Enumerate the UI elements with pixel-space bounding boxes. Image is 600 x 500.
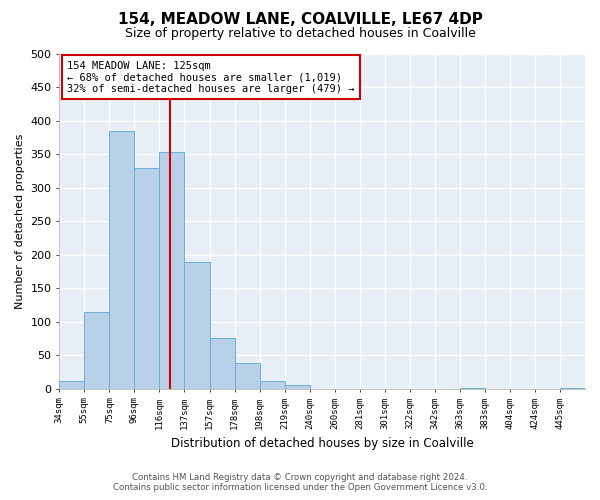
Bar xyxy=(184,262,209,389)
Bar xyxy=(85,312,109,389)
X-axis label: Distribution of detached houses by size in Coalville: Distribution of detached houses by size … xyxy=(171,437,473,450)
Text: 154, MEADOW LANE, COALVILLE, LE67 4DP: 154, MEADOW LANE, COALVILLE, LE67 4DP xyxy=(118,12,482,28)
Text: Contains HM Land Registry data © Crown copyright and database right 2024.
Contai: Contains HM Land Registry data © Crown c… xyxy=(113,473,487,492)
Bar xyxy=(560,388,585,389)
Bar xyxy=(160,152,184,389)
Bar xyxy=(134,168,160,389)
Y-axis label: Number of detached properties: Number of detached properties xyxy=(15,134,25,309)
Bar xyxy=(284,386,310,389)
Bar xyxy=(460,388,485,389)
Text: 154 MEADOW LANE: 125sqm
← 68% of detached houses are smaller (1,019)
32% of semi: 154 MEADOW LANE: 125sqm ← 68% of detache… xyxy=(67,60,355,94)
Text: Size of property relative to detached houses in Coalville: Size of property relative to detached ho… xyxy=(125,28,475,40)
Bar xyxy=(109,131,134,389)
Bar xyxy=(59,380,85,389)
Bar xyxy=(235,364,260,389)
Bar xyxy=(260,380,284,389)
Bar xyxy=(209,338,235,389)
